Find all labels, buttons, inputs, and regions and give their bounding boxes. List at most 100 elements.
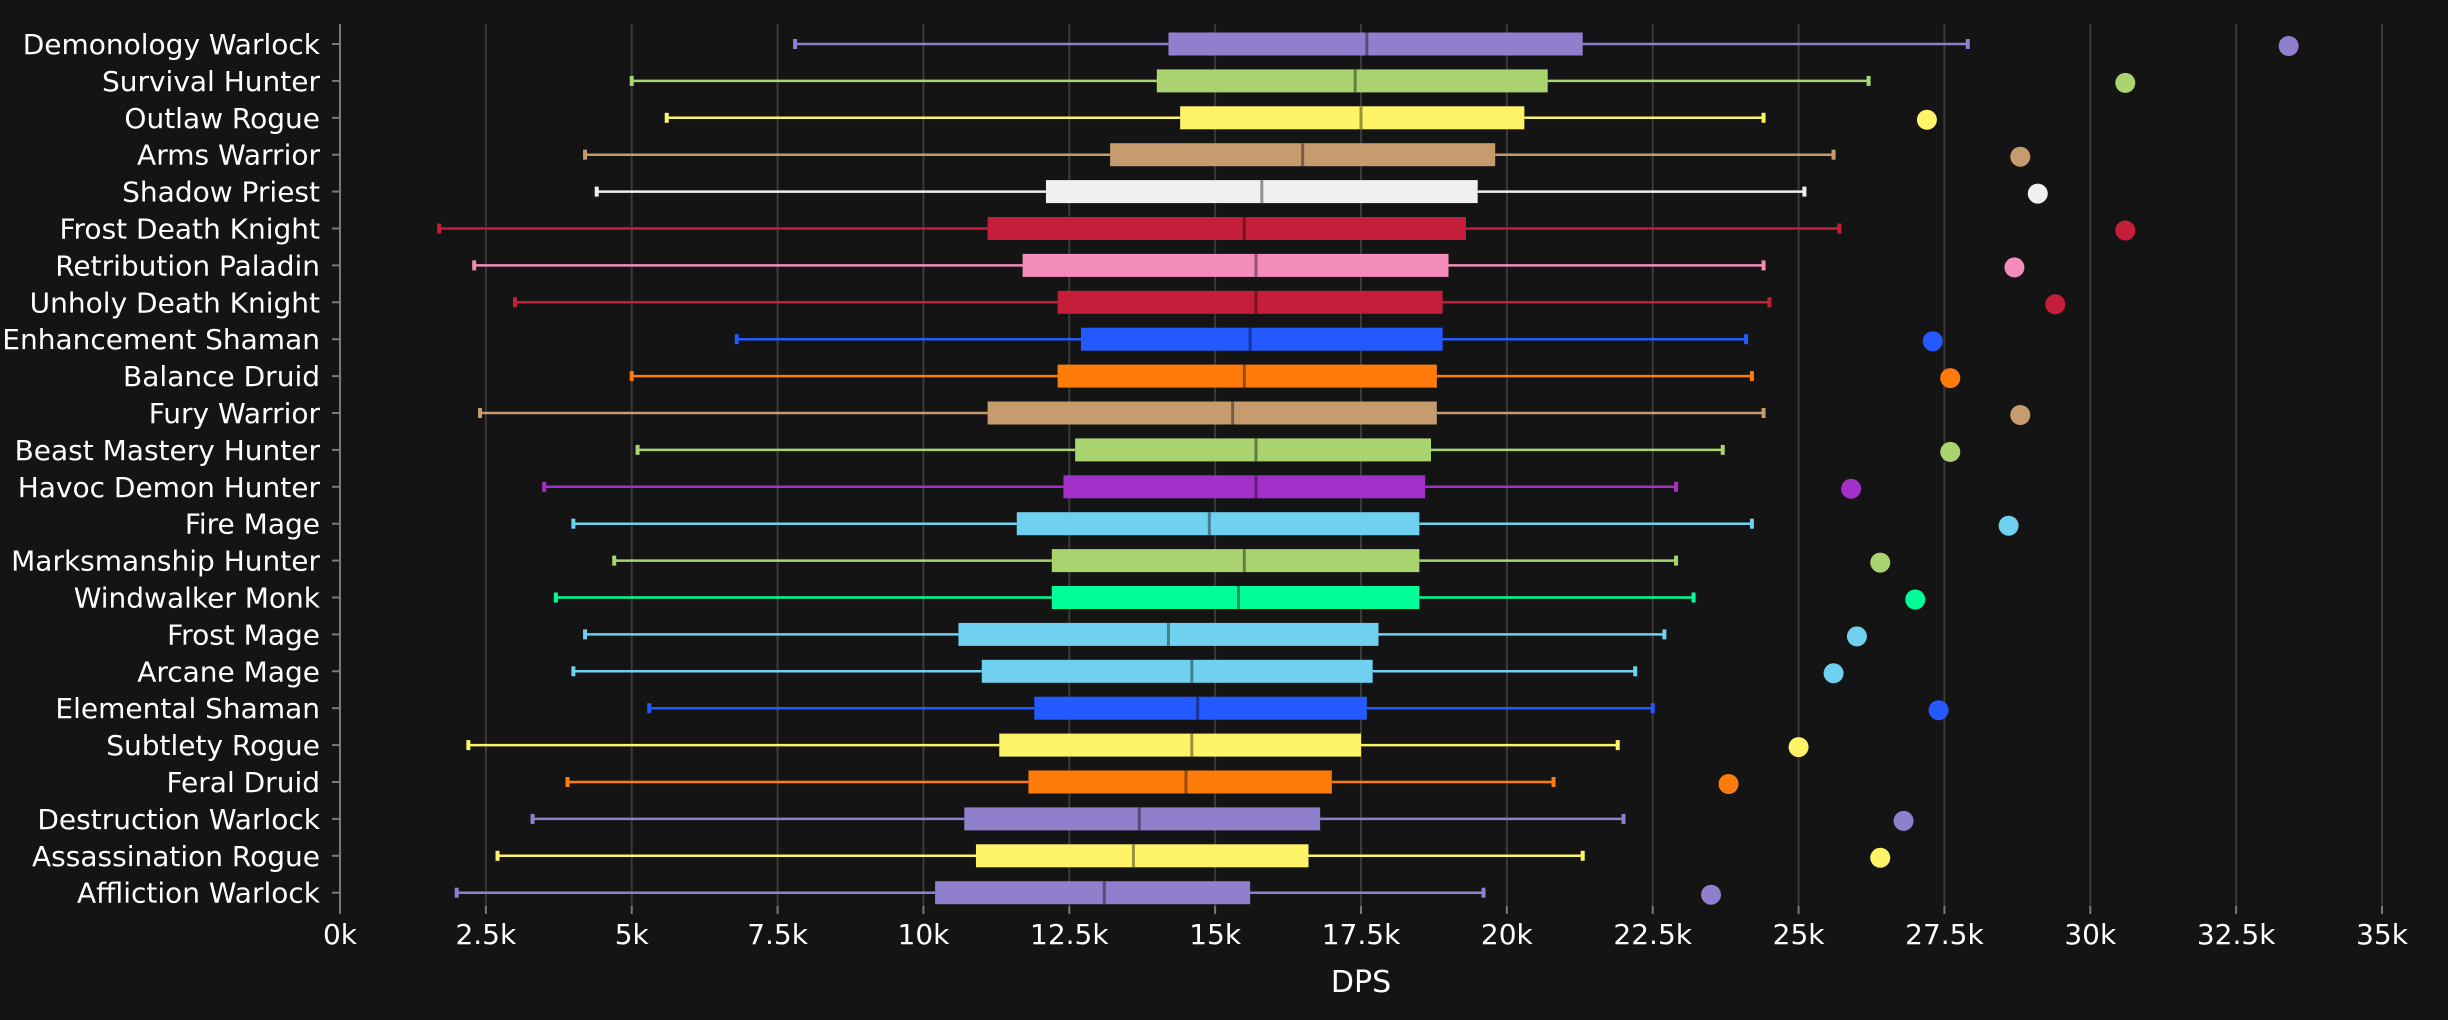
outlier-point [1718, 774, 1739, 794]
box-row [542, 475, 1862, 499]
x-tick-label: 2.5k [455, 918, 517, 951]
box-iqr [999, 733, 1361, 757]
boxes [437, 32, 2299, 905]
box-iqr [1075, 438, 1432, 462]
labels: 0k 2.5k 5k 7.5k 10k 12.5k 15k 17.5k 20k 22.5k 25k 2… [2, 28, 2408, 951]
outlier-point [1916, 109, 1937, 130]
box-iqr [1028, 770, 1332, 794]
outlier-point [2010, 405, 2031, 425]
y-category-label: Frost Mage [167, 618, 320, 651]
y-category-label: Assassination Rogue [32, 840, 320, 873]
box-iqr [1057, 290, 1443, 314]
box-row [513, 290, 2066, 315]
x-tick-label: 27.5k [1905, 918, 1984, 951]
box-iqr [1080, 327, 1443, 351]
outlier-point [1846, 626, 1867, 647]
box-row [565, 770, 1739, 794]
outlier-point [1870, 552, 1891, 573]
y-category-label: Beast Mastery Hunter [15, 434, 321, 467]
axes [332, 24, 2383, 914]
box-row [553, 586, 1926, 610]
x-tick-label: 12.5k [1030, 918, 1109, 951]
outlier-point [1841, 478, 1862, 499]
box-iqr [1057, 364, 1437, 388]
y-category-label: Affliction Warlock [77, 877, 321, 910]
x-tick-label: 32.5k [2197, 918, 2276, 951]
outlier-point [1940, 441, 1961, 462]
x-tick-label: 17.5k [1322, 918, 1401, 951]
outlier-point [1905, 589, 1926, 610]
y-category-label: Enhancement Shaman [2, 323, 320, 356]
x-tick-label: 15k [1189, 918, 1242, 951]
y-category-label: Havoc Demon Hunter [18, 471, 321, 504]
outlier-point [1940, 368, 1961, 389]
y-category-label: Windwalker Monk [74, 582, 321, 615]
box-row [571, 659, 1844, 684]
box-iqr [1180, 106, 1525, 130]
box-row [530, 807, 1914, 831]
box-row [664, 106, 1937, 130]
x-tick-label: 7.5k [747, 918, 809, 951]
box-row [495, 844, 1891, 868]
box-row [629, 69, 2136, 93]
box-iqr [964, 807, 1321, 831]
x-axis-title: DPS [1331, 965, 1391, 1000]
y-category-label: Frost Death Knight [59, 213, 320, 246]
box-row [454, 881, 1722, 905]
y-category-label: Retribution Paladin [55, 249, 320, 282]
outlier-point [1823, 663, 1844, 684]
outlier-point [2278, 36, 2299, 56]
box-iqr [975, 844, 1309, 868]
box-row [612, 549, 1891, 573]
box-iqr [1063, 475, 1426, 499]
outlier-point [2115, 220, 2136, 241]
outlier-point [2115, 72, 2136, 93]
y-category-label: Shadow Priest [122, 176, 320, 209]
y-category-label: Destruction Warlock [37, 803, 320, 836]
x-tick-label: 25k [1773, 918, 1826, 951]
outlier-point [1788, 737, 1809, 758]
y-category-label: Marksmanship Hunter [11, 545, 320, 578]
box-row [466, 733, 1809, 758]
box-iqr [987, 217, 1467, 240]
y-category-label: Outlaw Rogue [124, 102, 320, 135]
y-category-label: Fire Mage [185, 508, 320, 541]
box-iqr [1016, 512, 1420, 536]
y-category-label: Subtlety Rogue [106, 729, 320, 762]
y-category-label: Arcane Mage [137, 655, 320, 688]
grid-lines [484, 24, 2383, 906]
outlier-point [1928, 700, 1949, 721]
box-iqr [1156, 69, 1548, 93]
box-row [734, 327, 1943, 352]
box-iqr [987, 401, 1437, 425]
outlier-point [2045, 294, 2066, 315]
box-iqr [1051, 586, 1420, 609]
y-category-label: Demonology Warlock [23, 28, 321, 61]
y-category-label: Fury Warrior [149, 397, 321, 430]
y-category-label: Elemental Shaman [55, 692, 320, 725]
outlier-point [2027, 183, 2048, 204]
y-category-label: Unholy Death Knight [30, 286, 320, 319]
box-row [635, 438, 1961, 462]
x-tick-label: 20k [1481, 918, 1534, 951]
outlier-point [1870, 847, 1891, 868]
outlier-point [1998, 515, 2019, 536]
outlier-point [2010, 146, 2031, 167]
box-iqr [1034, 696, 1367, 720]
y-category-label: Survival Hunter [102, 65, 321, 98]
x-tick-label: 22.5k [1613, 918, 1692, 951]
box-row [647, 696, 1949, 721]
box-row [472, 253, 2025, 278]
box-row [583, 143, 2031, 167]
x-tick-label: 0k [323, 918, 358, 951]
box-iqr [1051, 549, 1420, 573]
y-category-label: Balance Druid [123, 360, 320, 393]
y-category-label: Feral Druid [166, 766, 320, 799]
outlier-point [1893, 810, 1914, 831]
box-iqr [935, 881, 1251, 905]
y-category-label: Arms Warrior [137, 139, 320, 172]
box-row [583, 622, 1867, 647]
box-row [437, 217, 2136, 241]
box-row [793, 32, 2299, 56]
